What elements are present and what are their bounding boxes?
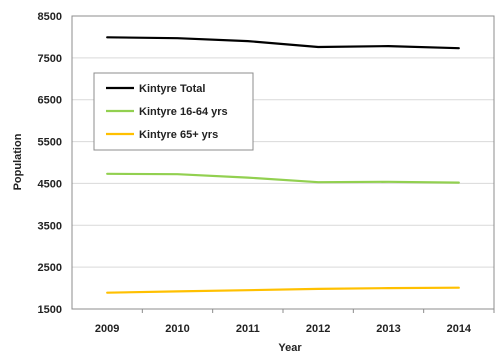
y-axis-title: Population [12,133,24,190]
x-tick-label: 2013 [376,323,400,335]
x-tick-label: 2009 [95,323,119,335]
series-line-1 [106,36,460,50]
legend-label: Kintyre 16-64 yrs [139,106,228,118]
y-tick-label: 5500 [38,137,62,149]
y-tick-label: 3500 [38,220,62,232]
x-axis-title: Year [278,342,302,354]
y-tick-label: 4500 [38,178,62,190]
y-tick-label: 7500 [38,53,62,65]
y-tick-label: 1500 [38,304,62,316]
y-tick-label: 6500 [38,95,62,107]
y-tick-label: 8500 [38,11,62,23]
y-tick-label: 2500 [38,262,62,274]
series-line-3 [106,286,460,294]
series-line-2 [106,172,460,184]
series-lines [106,36,460,294]
y-tick-labels: 1500 2500 3500 4500 5500 6500 7500 8500 [38,11,62,316]
legend: Kintyre Total Kintyre 16-64 yrs Kintyre 65… [93,72,254,151]
legend-label: Kintyre 65+ yrs [139,129,218,141]
x-tick-label: 2011 [236,323,260,335]
x-tick-label: 2012 [306,323,330,335]
x-tick-label: 2010 [165,323,189,335]
legend-label: Kintyre Total [139,83,205,95]
x-tick-label: 2014 [447,323,472,335]
x-tick-labels: 2009 2010 2011 2012 2013 2014 [95,309,495,335]
